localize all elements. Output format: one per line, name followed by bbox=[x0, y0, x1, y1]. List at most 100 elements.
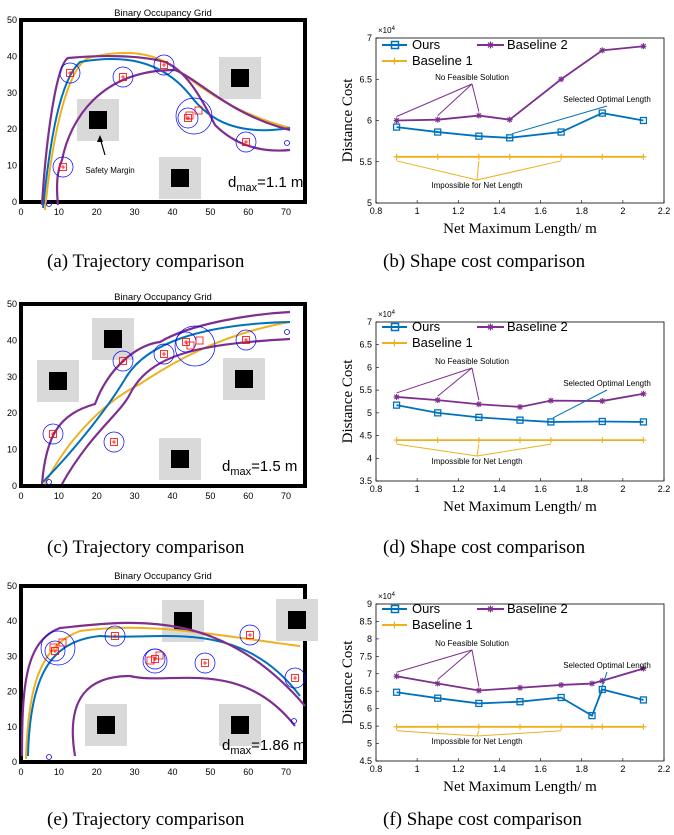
y-tick-label: 7 bbox=[367, 33, 372, 43]
ours-trajectory bbox=[27, 634, 301, 757]
baseline2-trajectory bbox=[40, 54, 291, 206]
y-tick-label: 3.5 bbox=[359, 476, 372, 486]
waypoint-square bbox=[119, 357, 127, 365]
x-tick-label: 1.8 bbox=[575, 206, 588, 216]
waypoint-marker bbox=[194, 652, 216, 674]
obstacle-block bbox=[235, 370, 253, 388]
waypoint-circle bbox=[104, 625, 126, 647]
x-tick-label: 1.4 bbox=[493, 764, 506, 774]
legend-ours-marker bbox=[390, 40, 400, 50]
waypoint-cross bbox=[61, 165, 65, 169]
x-tick-label: 30 bbox=[130, 491, 140, 501]
waypoint-marker bbox=[112, 66, 134, 88]
y-tick-label: 8.5 bbox=[359, 616, 372, 626]
baseline2-point bbox=[434, 116, 441, 123]
series-line-ours bbox=[396, 688, 644, 717]
baseline2-trajectory bbox=[61, 337, 291, 485]
legend-baseline1-marker bbox=[391, 339, 398, 347]
waypoint-cross bbox=[244, 338, 248, 342]
baseline1-point bbox=[599, 723, 606, 730]
y-exponent: ×104 bbox=[378, 26, 396, 35]
baseline1-trajectory bbox=[44, 321, 291, 485]
legend-baseline2-label: Baseline 2 bbox=[507, 601, 568, 616]
no-feasible-arrow bbox=[396, 367, 473, 394]
y-tick-label: 5.5 bbox=[359, 721, 372, 731]
obstacle bbox=[223, 358, 265, 400]
endpoint-marker bbox=[46, 201, 52, 207]
waypoint-square bbox=[194, 106, 203, 115]
x-tick-label: 10 bbox=[54, 491, 64, 501]
x-axis-label: Net Maximum Length/ m bbox=[443, 779, 597, 795]
waypoint-square bbox=[111, 632, 119, 640]
baseline2-point bbox=[393, 673, 400, 680]
y-tick-label: 4.5 bbox=[359, 431, 372, 441]
baseline2-point bbox=[599, 47, 606, 54]
waypoint-cross bbox=[203, 661, 207, 665]
baseline2-point bbox=[599, 677, 606, 684]
no-feasible-arrow bbox=[396, 83, 473, 117]
x-tick-label: 50 bbox=[205, 767, 215, 777]
baseline2-point bbox=[640, 390, 647, 397]
y-tick-label: 6.5 bbox=[359, 74, 372, 84]
x-tick-label: 50 bbox=[205, 207, 215, 217]
waypoint-square bbox=[146, 656, 155, 665]
baseline2-point bbox=[547, 397, 554, 404]
y-tick-label: 40 bbox=[7, 616, 17, 626]
baseline1-point bbox=[475, 153, 482, 160]
baseline1-point bbox=[434, 437, 441, 444]
ours-point bbox=[434, 694, 442, 702]
waypoint-marker bbox=[59, 62, 81, 84]
waypoint-circle bbox=[235, 131, 257, 153]
waypoint-circle bbox=[235, 329, 257, 351]
waypoint-cross bbox=[162, 63, 166, 67]
baseline1-point bbox=[599, 153, 606, 160]
y-tick-label: 20 bbox=[7, 408, 17, 418]
legend-ours-marker bbox=[390, 322, 400, 332]
dmax-value: =1.86 m bbox=[251, 737, 306, 754]
ours-point bbox=[392, 688, 401, 696]
baseline1-point bbox=[558, 153, 565, 160]
x-tick-label: 70 bbox=[281, 767, 291, 777]
x-tick-label: 1.8 bbox=[575, 764, 588, 774]
x-tick-label: 30 bbox=[130, 767, 140, 777]
y-tick-label: 7 bbox=[367, 669, 372, 679]
waypoint-cross bbox=[121, 75, 125, 79]
x-tick-label: 40 bbox=[167, 767, 177, 777]
impossible-arrow bbox=[476, 730, 480, 737]
dmax-symbol: d bbox=[222, 737, 230, 754]
legend: Ours Baseline 2 Baseline 1 bbox=[382, 601, 568, 632]
obstacle-block bbox=[89, 111, 107, 129]
baseline1-point bbox=[393, 723, 400, 730]
waypoint-marker bbox=[112, 350, 134, 372]
y-tick-label: 0 bbox=[12, 197, 17, 207]
waypoint-circle bbox=[59, 62, 81, 84]
plot-area bbox=[375, 603, 665, 762]
x-tick-label: 60 bbox=[243, 491, 253, 501]
legend: Ours Baseline 2 Baseline 1 bbox=[382, 37, 568, 68]
baseline1-point bbox=[434, 723, 441, 730]
waypoint-square bbox=[49, 430, 57, 438]
endpoint-marker bbox=[46, 754, 52, 760]
waypoint-cross bbox=[162, 352, 166, 356]
x-tick-label: 0.8 bbox=[370, 764, 383, 774]
x-tick-label: 20 bbox=[92, 767, 102, 777]
waypoint-square bbox=[58, 638, 67, 647]
legend-baseline2-label: Baseline 2 bbox=[507, 37, 568, 52]
y-tick-label: 6 bbox=[367, 704, 372, 714]
y-tick-label: 9 bbox=[367, 599, 372, 609]
ours-point bbox=[434, 128, 442, 136]
selected-optimal-label: Selected Optimal Length bbox=[563, 379, 651, 388]
waypoint-square bbox=[59, 163, 67, 171]
cost-chart-f: ×104 0.8 1 1.2 1.4 1.6 1.8 2 2.2 4.5 5 5.5 6 6.5 7 7.5 8… bbox=[337, 566, 674, 806]
baseline2-point bbox=[434, 397, 441, 404]
series-line-ours bbox=[396, 112, 644, 139]
cost-chart-svg: ×104 0.8 1 1.2 1.4 1.6 1.8 2 2.2 4.5 5 5.5 6 6.5 7 7.5 8… bbox=[340, 592, 670, 795]
dmax-subscript: max bbox=[236, 182, 257, 194]
cost-chart-svg: ×104 0.8 1 1.2 1.4 1.6 1.8 2 2.2 5 5.5 6 6.5 7 Net Max… bbox=[340, 26, 670, 237]
x-tick-label: 2.2 bbox=[658, 484, 671, 494]
impossible-arrow bbox=[396, 443, 478, 457]
impossible-arrow bbox=[396, 730, 478, 737]
selected-optimal-label: Selected Optimal Length bbox=[563, 661, 651, 670]
waypoint-circle bbox=[177, 107, 199, 129]
